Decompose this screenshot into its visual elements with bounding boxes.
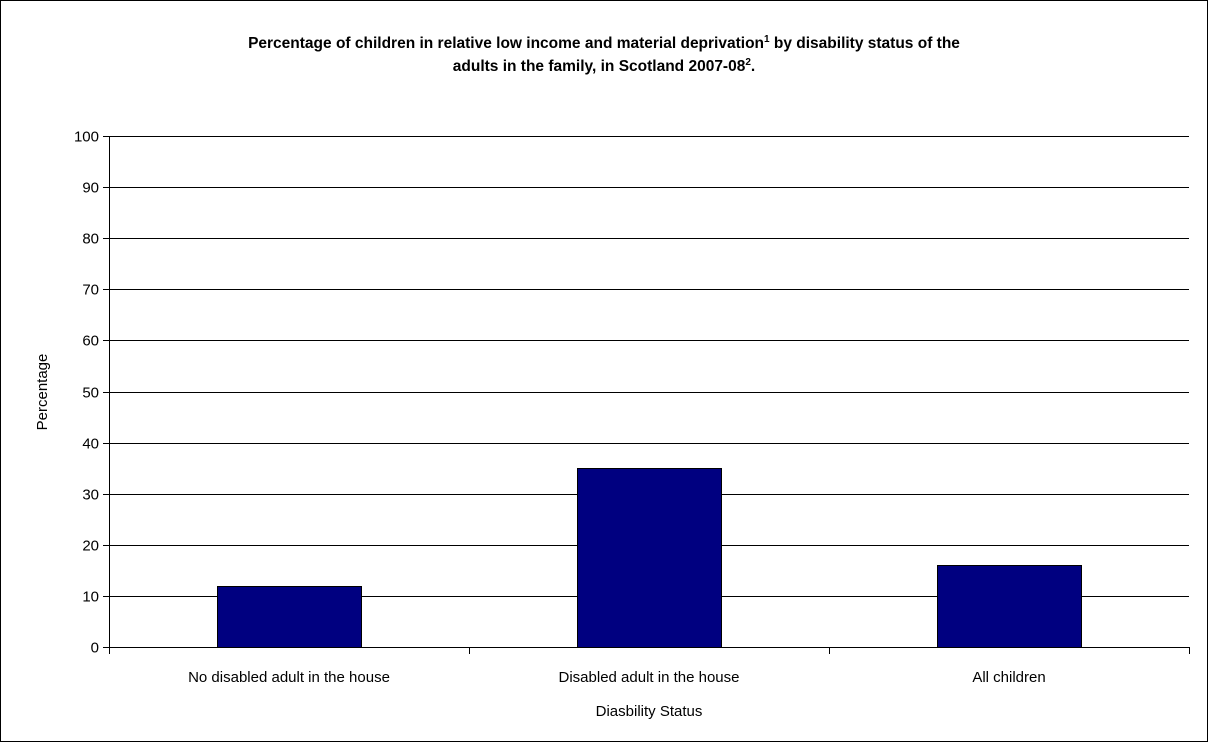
x-tick-labels: No disabled adult in the house Disabled a… [188, 669, 1046, 686]
y-axis-title: Percentage [34, 354, 51, 431]
chart-title-line-1: Percentage of children in relative low i… [248, 34, 960, 53]
chart-title-line-2: adults in the family, in Scotland 2007-0… [452, 57, 756, 76]
y-tick-label: 80 [82, 231, 99, 248]
y-tick-label: 30 [82, 487, 99, 504]
y-tick-label: 100 [74, 129, 99, 146]
y-tick-label: 60 [82, 333, 99, 350]
x-axis-title: Diasbility Status [596, 703, 703, 720]
x-tick-label: Disabled adult in the house [559, 669, 740, 686]
bar [577, 468, 722, 648]
x-tick-label: All children [972, 669, 1045, 686]
x-tick-label: No disabled adult in the house [188, 669, 390, 686]
y-tick-label: 40 [82, 436, 99, 453]
y-tick-label: 20 [82, 538, 99, 555]
y-tick-label: 90 [82, 180, 99, 197]
y-tick-label: 10 [82, 589, 99, 606]
y-tick-labels: 0 10 20 30 40 50 60 70 80 90 100 [74, 129, 99, 657]
bars [217, 468, 1082, 648]
bar [217, 586, 362, 648]
y-tick-label: 50 [82, 385, 99, 402]
y-tick-label: 70 [82, 282, 99, 299]
bar [937, 565, 1082, 648]
y-tick-label: 0 [91, 640, 99, 657]
axes [103, 136, 1190, 654]
